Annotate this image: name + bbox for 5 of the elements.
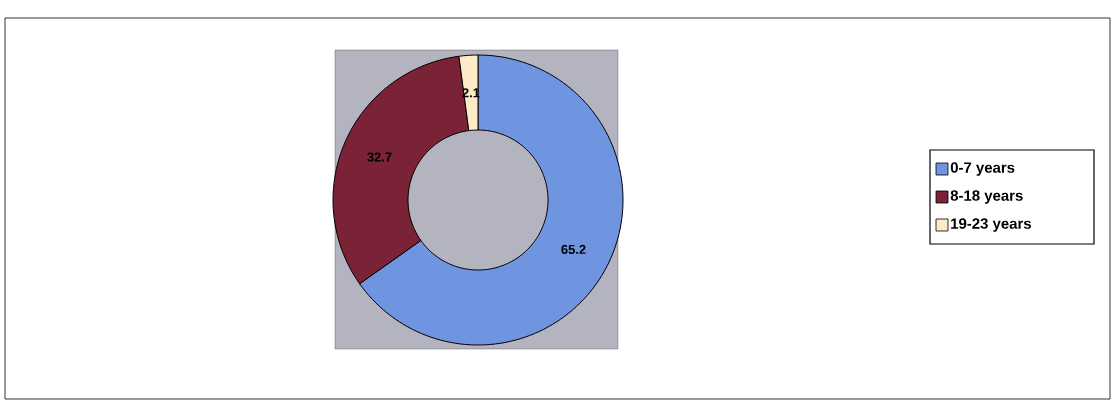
- legend-label: 0-7 years: [950, 162, 1015, 176]
- data-label: 32.7: [367, 152, 392, 162]
- legend-label: 19-23 years: [951, 218, 1031, 232]
- legend-label: 8-18 years: [950, 190, 1023, 204]
- data-label: 65.2: [561, 244, 586, 254]
